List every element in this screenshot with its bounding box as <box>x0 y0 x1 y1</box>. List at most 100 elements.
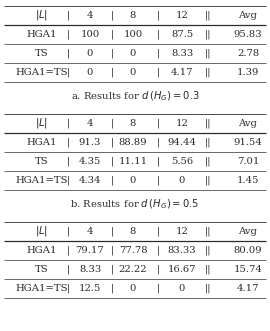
Text: 100: 100 <box>80 30 100 39</box>
Text: 1.39: 1.39 <box>237 68 259 77</box>
Text: |: | <box>66 49 70 58</box>
Text: 22.22: 22.22 <box>119 265 147 274</box>
Text: 16.67: 16.67 <box>168 265 196 274</box>
Text: 7.01: 7.01 <box>237 157 259 166</box>
Text: 0: 0 <box>130 284 136 293</box>
Text: $|L|$: $|L|$ <box>35 224 49 239</box>
Text: |: | <box>110 246 114 255</box>
Text: |: | <box>66 138 70 147</box>
Text: |: | <box>156 176 160 185</box>
Text: $|L|$: $|L|$ <box>35 9 49 23</box>
Text: 4: 4 <box>87 11 93 20</box>
Text: a. Results for $d\,(H_G) = 0.3$: a. Results for $d\,(H_G) = 0.3$ <box>70 89 200 103</box>
Text: ||: || <box>205 157 211 166</box>
Text: |: | <box>66 265 70 274</box>
Text: ||: || <box>205 49 211 58</box>
Text: 15.74: 15.74 <box>234 265 262 274</box>
Text: 83.33: 83.33 <box>168 246 196 255</box>
Text: ||: || <box>205 119 211 128</box>
Text: ||: || <box>205 246 211 255</box>
Text: 0: 0 <box>130 68 136 77</box>
Text: 8.33: 8.33 <box>171 49 193 58</box>
Text: 1.45: 1.45 <box>237 176 259 185</box>
Text: |: | <box>110 138 114 147</box>
Text: 12: 12 <box>176 119 188 128</box>
Text: |: | <box>156 119 160 128</box>
Text: 0: 0 <box>179 284 185 293</box>
Text: |: | <box>110 11 114 20</box>
Text: 80.09: 80.09 <box>234 246 262 255</box>
Text: 8: 8 <box>130 227 136 236</box>
Text: 4: 4 <box>87 227 93 236</box>
Text: ||: || <box>205 138 211 147</box>
Text: |: | <box>110 68 114 77</box>
Text: |: | <box>156 246 160 255</box>
Text: |: | <box>110 284 114 293</box>
Text: |: | <box>110 265 114 274</box>
Text: 100: 100 <box>123 30 143 39</box>
Text: Avg: Avg <box>239 227 257 236</box>
Text: 77.78: 77.78 <box>119 246 147 255</box>
Text: 4.17: 4.17 <box>171 68 193 77</box>
Text: 12: 12 <box>176 227 188 236</box>
Text: 95.83: 95.83 <box>234 30 262 39</box>
Text: 2.78: 2.78 <box>237 49 259 58</box>
Text: 4: 4 <box>87 119 93 128</box>
Text: 91.3: 91.3 <box>79 138 101 147</box>
Text: HGA1: HGA1 <box>27 30 57 39</box>
Text: ||: || <box>205 227 211 236</box>
Text: ||: || <box>205 284 211 293</box>
Text: |: | <box>110 176 114 185</box>
Text: |: | <box>156 49 160 58</box>
Text: |: | <box>110 227 114 236</box>
Text: Avg: Avg <box>239 11 257 20</box>
Text: 0: 0 <box>130 176 136 185</box>
Text: |: | <box>66 284 70 293</box>
Text: HGA1: HGA1 <box>27 138 57 147</box>
Text: |: | <box>66 68 70 77</box>
Text: |: | <box>110 157 114 166</box>
Text: ||: || <box>205 30 211 39</box>
Text: 11.11: 11.11 <box>119 157 148 166</box>
Text: 0: 0 <box>87 49 93 58</box>
Text: 0: 0 <box>179 176 185 185</box>
Text: |: | <box>156 265 160 274</box>
Text: |: | <box>156 68 160 77</box>
Text: |: | <box>66 246 70 255</box>
Text: |: | <box>66 157 70 166</box>
Text: |: | <box>110 49 114 58</box>
Text: 79.17: 79.17 <box>76 246 104 255</box>
Text: |: | <box>66 30 70 39</box>
Text: 12: 12 <box>176 11 188 20</box>
Text: |: | <box>156 284 160 293</box>
Text: ||: || <box>205 11 211 20</box>
Text: 8.33: 8.33 <box>79 265 101 274</box>
Text: |: | <box>156 157 160 166</box>
Text: TS: TS <box>35 49 49 58</box>
Text: |: | <box>66 176 70 185</box>
Text: 0: 0 <box>87 68 93 77</box>
Text: |: | <box>66 119 70 128</box>
Text: Avg: Avg <box>239 119 257 128</box>
Text: HGA1=TS: HGA1=TS <box>16 176 68 185</box>
Text: 12.5: 12.5 <box>79 284 101 293</box>
Text: ||: || <box>205 265 211 274</box>
Text: 0: 0 <box>130 49 136 58</box>
Text: |: | <box>156 30 160 39</box>
Text: 4.34: 4.34 <box>79 176 101 185</box>
Text: 87.5: 87.5 <box>171 30 193 39</box>
Text: 4.17: 4.17 <box>237 284 259 293</box>
Text: ||: || <box>205 68 211 77</box>
Text: ||: || <box>205 176 211 185</box>
Text: |: | <box>156 138 160 147</box>
Text: |: | <box>66 227 70 236</box>
Text: |: | <box>110 119 114 128</box>
Text: |: | <box>156 227 160 236</box>
Text: |: | <box>66 11 70 20</box>
Text: 5.56: 5.56 <box>171 157 193 166</box>
Text: HGA1=TS: HGA1=TS <box>16 68 68 77</box>
Text: HGA1=TS: HGA1=TS <box>16 284 68 293</box>
Text: |: | <box>110 30 114 39</box>
Text: TS: TS <box>35 157 49 166</box>
Text: 8: 8 <box>130 119 136 128</box>
